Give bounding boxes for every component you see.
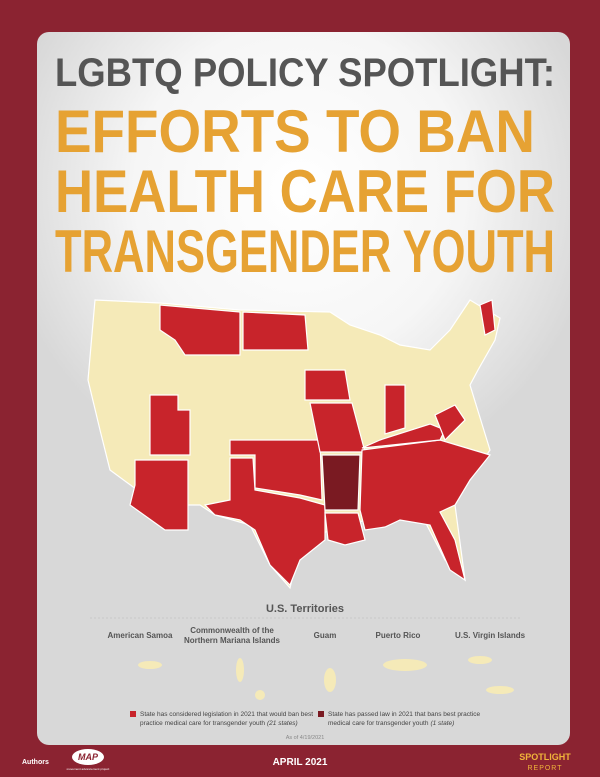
state bbox=[321, 454, 361, 511]
territories-title: U.S. Territories bbox=[266, 603, 344, 615]
legend-swatch bbox=[318, 711, 324, 717]
state bbox=[479, 299, 496, 336]
state bbox=[324, 512, 366, 546]
state bbox=[149, 394, 191, 456]
state bbox=[384, 384, 406, 435]
legend-swatch bbox=[130, 711, 136, 717]
title-line: EFFORTS TO BAN bbox=[55, 98, 535, 165]
legend-text: medical care for transgender youth bbox=[328, 720, 429, 727]
state bbox=[434, 404, 466, 442]
territory-shape bbox=[468, 656, 492, 664]
legend-text: State has considered legislation in 2021… bbox=[140, 711, 313, 718]
territory-label: Northern Mariana Islands bbox=[184, 636, 281, 645]
kicker: LGBTQ POLICY SPOTLIGHT: bbox=[55, 51, 555, 95]
territory-shape bbox=[236, 658, 244, 682]
issue-date: APRIL 2021 bbox=[273, 757, 328, 768]
state bbox=[242, 311, 309, 351]
as-of: As of 4/19/2021 bbox=[286, 735, 325, 741]
state bbox=[203, 457, 326, 587]
legend: State has considered legislation in 2021… bbox=[130, 711, 481, 727]
territory-label: Puerto Rico bbox=[376, 631, 421, 640]
legend-text: practice medical care for transgender yo… bbox=[140, 720, 298, 727]
state bbox=[129, 459, 189, 531]
legend-count: (21 states) bbox=[267, 720, 298, 727]
territories: American Samoa Commonwealth of theNorther… bbox=[108, 626, 526, 700]
territory-shape bbox=[324, 668, 336, 692]
territory-shape bbox=[486, 686, 514, 694]
state bbox=[159, 304, 241, 356]
brand: SPOTLIGHT bbox=[519, 752, 571, 762]
logo: MAP bbox=[78, 752, 99, 762]
legend-text: State has passed law in 2021 that bans b… bbox=[328, 711, 481, 718]
legend-count: (1 state) bbox=[430, 720, 454, 727]
territory-label: American Samoa bbox=[108, 631, 173, 640]
legend-text: practice medical care for transgender yo… bbox=[140, 720, 265, 727]
territory-shape bbox=[138, 661, 162, 669]
us-map bbox=[87, 299, 501, 590]
logo-sub: movement advancement project bbox=[67, 767, 110, 771]
state bbox=[359, 439, 492, 582]
territory-label: Guam bbox=[314, 631, 337, 640]
title-line: TRANSGENDER YOUTH bbox=[55, 218, 555, 285]
state bbox=[304, 369, 351, 401]
legend-text: medical care for transgender youth (1 sta… bbox=[328, 720, 454, 727]
title-line: HEALTH CARE FOR bbox=[55, 158, 555, 225]
territory-label: Commonwealth of the bbox=[190, 626, 274, 635]
territory-shape bbox=[383, 659, 427, 671]
authors: Authors bbox=[22, 759, 49, 766]
brand-sub: REPORT bbox=[527, 765, 562, 772]
logo-badge bbox=[72, 749, 104, 765]
territory-shape bbox=[255, 690, 265, 700]
territory-label: U.S. Virgin Islands bbox=[455, 631, 526, 640]
